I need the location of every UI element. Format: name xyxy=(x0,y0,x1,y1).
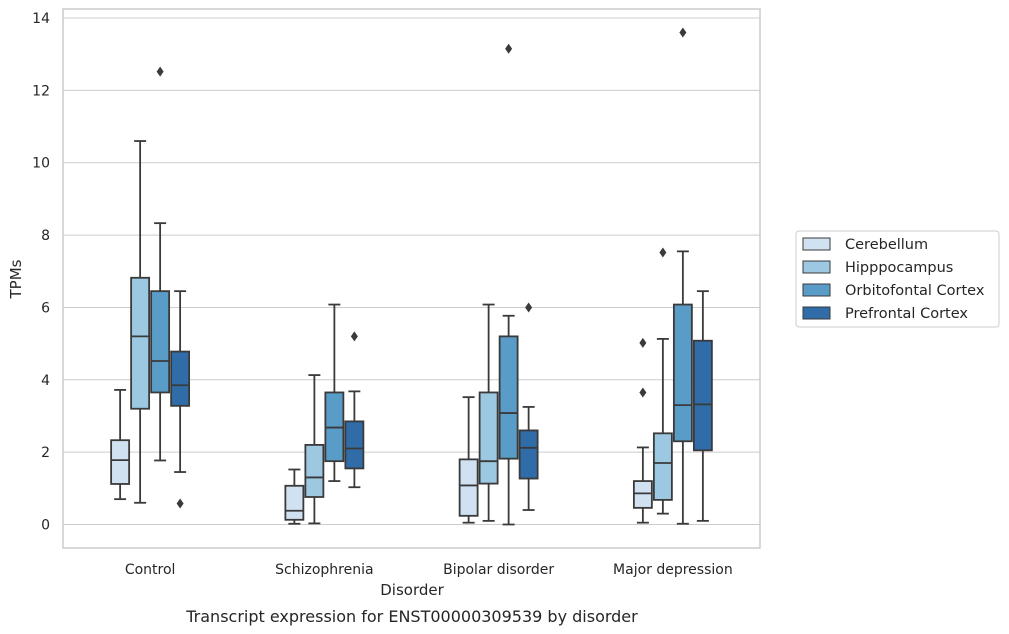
box-1-3 xyxy=(652,247,673,515)
box-iqr xyxy=(632,480,653,509)
legend-item: Orbitofontal Cortex xyxy=(802,283,985,299)
legend-label: Orbitofontal Cortex xyxy=(845,283,985,299)
y-tick-label: 2 xyxy=(41,445,50,461)
y-axis-label: TPMs xyxy=(7,259,25,299)
outlier-point xyxy=(679,27,687,38)
box-iqr xyxy=(304,444,325,498)
x-axis-label: Disorder xyxy=(380,581,444,599)
outlier-point xyxy=(659,247,667,258)
box-iqr xyxy=(170,350,191,407)
y-tick-label: 8 xyxy=(41,228,50,244)
legend: Cerebellum Hipppocampus Orbitofontal Corte… xyxy=(795,230,1000,328)
legend-label: Prefrontal Cortex xyxy=(845,306,968,322)
x-tick-label: Major depression xyxy=(613,562,733,578)
legend-label: Hipppocampus xyxy=(845,260,953,276)
legend-label: Cerebellum xyxy=(845,237,928,253)
legend-swatch xyxy=(802,306,831,320)
box-3-0 xyxy=(170,290,191,509)
box-1-0 xyxy=(130,140,151,504)
box-iqr xyxy=(518,429,539,480)
box-3-3 xyxy=(692,290,713,522)
outlier-point xyxy=(176,498,184,509)
outlier-point xyxy=(525,302,533,313)
y-tick-label: 12 xyxy=(32,83,50,99)
box-1-1 xyxy=(304,374,325,525)
outlier-point xyxy=(350,331,358,342)
y-tick-label: 6 xyxy=(41,300,50,316)
y-tick-label: 0 xyxy=(41,517,50,533)
box-iqr xyxy=(458,458,479,517)
y-tick-label: 10 xyxy=(32,156,50,172)
box-iqr xyxy=(344,420,365,470)
box-iqr xyxy=(150,290,171,394)
chart-caption: Transcript expression for ENST0000030953… xyxy=(185,607,638,626)
box-iqr xyxy=(498,335,519,460)
y-tick-label: 14 xyxy=(32,11,50,27)
legend-item: Cerebellum xyxy=(802,237,928,253)
outlier-point xyxy=(156,66,164,77)
x-tick-label: Control xyxy=(125,562,176,578)
box-iqr xyxy=(672,303,693,443)
box-iqr xyxy=(478,391,499,485)
box-0-1 xyxy=(284,468,305,525)
y-tick-label: 4 xyxy=(41,373,50,389)
box-1-2 xyxy=(478,303,499,522)
outlier-point xyxy=(505,43,513,54)
box-2-3 xyxy=(672,27,693,525)
box-3-2 xyxy=(518,302,539,511)
box-iqr xyxy=(130,276,151,410)
box-0-3 xyxy=(632,337,653,524)
outlier-point xyxy=(639,387,647,398)
legend-swatch xyxy=(802,260,831,274)
x-tick-label: Bipolar disorder xyxy=(443,562,554,578)
legend-swatch xyxy=(802,237,831,251)
legend-item: Prefrontal Cortex xyxy=(802,306,968,322)
box-plot-series xyxy=(110,27,713,526)
box-iqr xyxy=(110,439,131,485)
box-2-0 xyxy=(150,66,171,462)
outlier-point xyxy=(639,337,647,348)
box-0-0 xyxy=(110,389,131,501)
plot-frame xyxy=(62,8,761,549)
legend-swatch xyxy=(802,283,831,297)
box-2-1 xyxy=(324,303,345,482)
legend-frame xyxy=(795,230,1000,328)
x-axis-ticks: Control Schizophrenia Bipolar disorder Majo… xyxy=(125,562,733,578)
box-2-2 xyxy=(498,43,519,526)
box-3-1 xyxy=(344,331,365,489)
x-tick-label: Schizophrenia xyxy=(275,562,373,578)
box-iqr xyxy=(284,484,305,521)
box-0-2 xyxy=(458,396,479,524)
box-iqr xyxy=(692,339,713,452)
box-iqr xyxy=(652,432,673,501)
legend-item: Hipppocampus xyxy=(802,260,953,276)
y-axis-ticks: 0 2 4 6 8 10 12 14 xyxy=(32,11,50,533)
